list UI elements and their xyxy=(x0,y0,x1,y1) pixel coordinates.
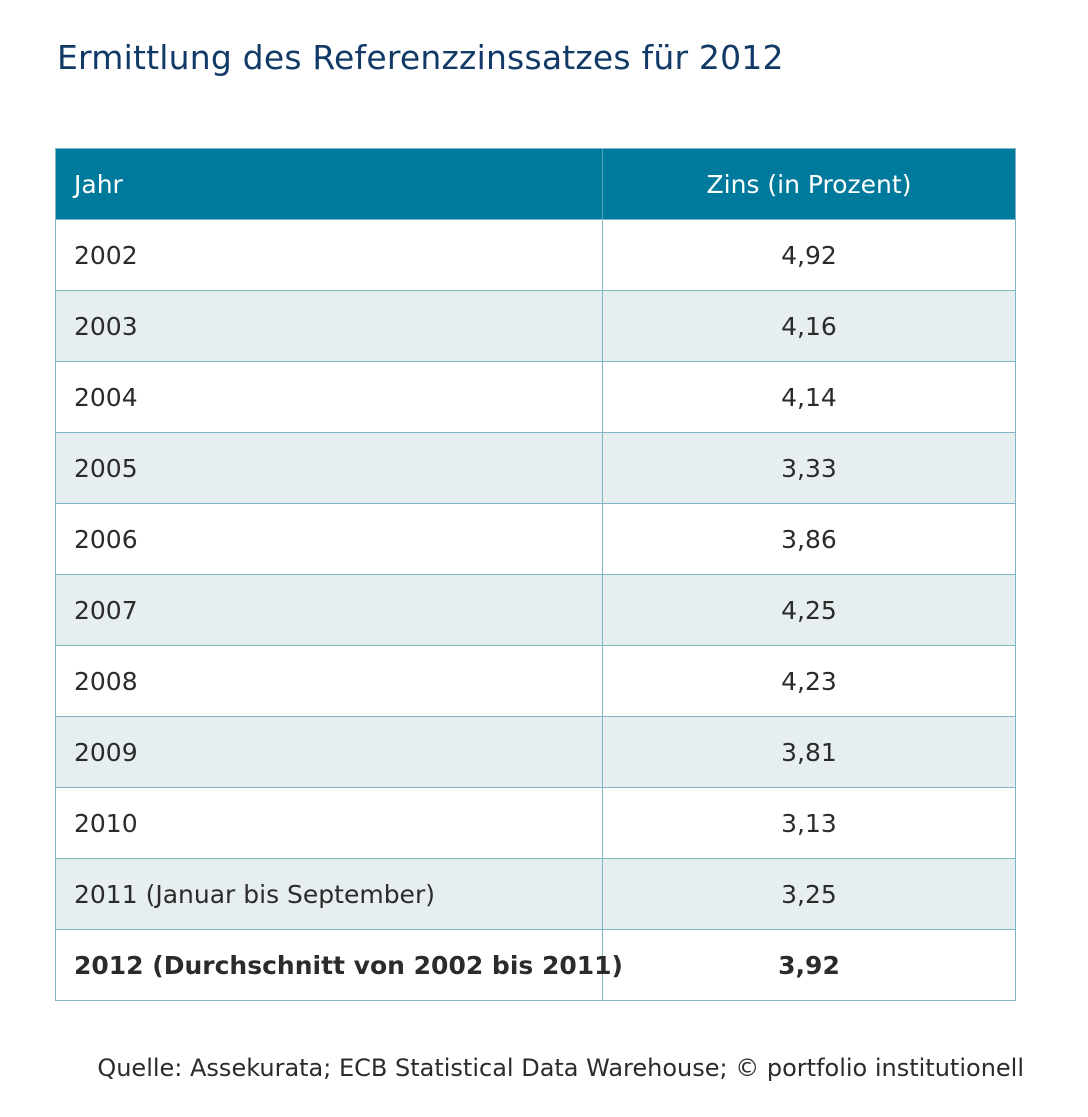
year-cell: 2002 xyxy=(56,220,603,290)
rate-cell: 4,14 xyxy=(781,382,837,412)
year-cell: 2005 xyxy=(56,433,603,503)
table-row: 2010 3,13 xyxy=(56,787,1015,858)
year-cell: 2011 (Januar bis September) xyxy=(56,859,603,929)
rate-cell: 3,13 xyxy=(781,808,837,838)
rate-cell: 4,25 xyxy=(781,595,837,625)
rate-cell: 4,16 xyxy=(781,311,837,341)
table-row: 2002 4,92 xyxy=(56,219,1015,290)
rate-cell: 4,23 xyxy=(781,666,837,696)
rate-cell: 3,81 xyxy=(781,737,837,767)
table-row: 2006 3,86 xyxy=(56,503,1015,574)
source-note: Quelle: Assekurata; ECB Statistical Data… xyxy=(97,1054,1024,1082)
year-cell: 2003 xyxy=(56,291,603,361)
year-cell: 2007 xyxy=(56,575,603,645)
table-row: 2004 4,14 xyxy=(56,361,1015,432)
header-rate: Zins (in Prozent) xyxy=(706,169,912,199)
total-rate-cell: 3,92 xyxy=(778,950,840,980)
year-cell: 2006 xyxy=(56,504,603,574)
table-total-row: 2012 (Durchschnitt von 2002 bis 2011) 3,… xyxy=(56,929,1015,1000)
year-cell: 2010 xyxy=(56,788,603,858)
page-title: Ermittlung des Referenzzinssatzes für 20… xyxy=(57,38,784,77)
table-header-row: Jahr Zins (in Prozent) xyxy=(56,149,1015,219)
table-row: 2003 4,16 xyxy=(56,290,1015,361)
year-cell: 2008 xyxy=(56,646,603,716)
table-row: 2005 3,33 xyxy=(56,432,1015,503)
table-row: 2008 4,23 xyxy=(56,645,1015,716)
total-year-cell: 2012 (Durchschnitt von 2002 bis 2011) xyxy=(56,930,623,1000)
year-cell: 2009 xyxy=(56,717,603,787)
interest-rate-table: Jahr Zins (in Prozent) 2002 4,92 2003 4,… xyxy=(55,148,1016,1001)
table-row: 2009 3,81 xyxy=(56,716,1015,787)
rate-cell: 4,92 xyxy=(781,240,837,270)
rate-cell: 3,33 xyxy=(781,453,837,483)
table-row: 2011 (Januar bis September) 3,25 xyxy=(56,858,1015,929)
header-year: Jahr xyxy=(56,149,603,219)
table-row: 2007 4,25 xyxy=(56,574,1015,645)
year-cell: 2004 xyxy=(56,362,603,432)
rate-cell: 3,86 xyxy=(781,524,837,554)
rate-cell: 3,25 xyxy=(781,879,837,909)
